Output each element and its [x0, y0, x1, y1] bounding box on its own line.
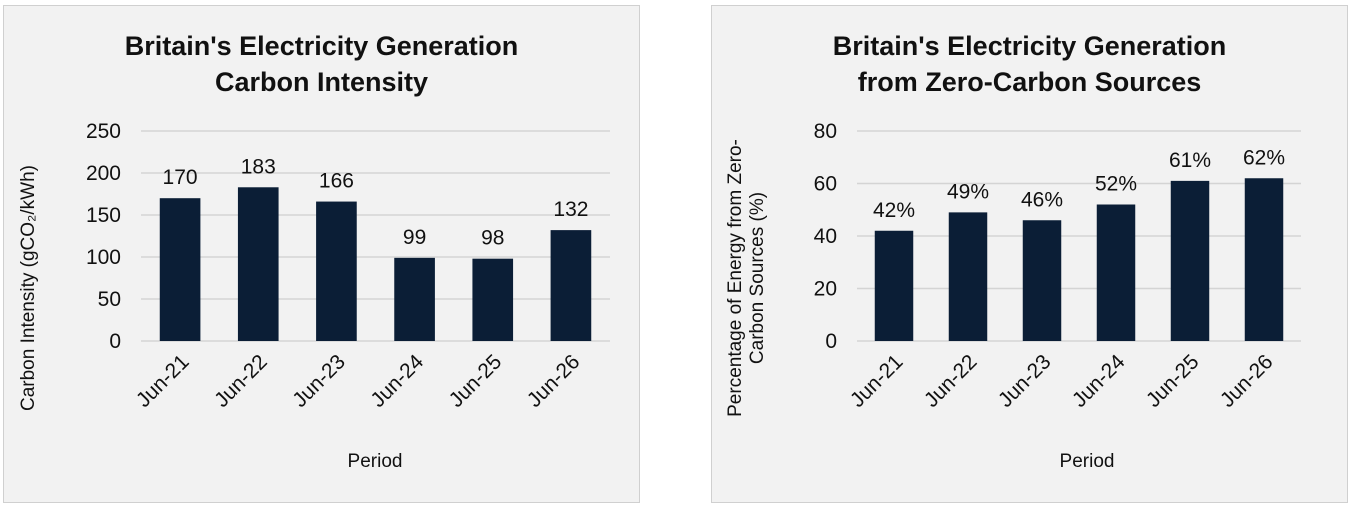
- y-axis-label-line: Carbon Sources (%): [747, 192, 768, 364]
- chart-title: Britain's Electricity Generation from Ze…: [712, 28, 1347, 100]
- data-label: 46%: [1021, 188, 1063, 211]
- chart-title-line-1: Britain's Electricity Generation: [832, 31, 1227, 61]
- chart-title-line-1: Britain's Electricity Generation: [124, 31, 519, 61]
- bar: [159, 198, 201, 341]
- y-tick-label: 200: [86, 162, 121, 185]
- bar: [1096, 204, 1136, 341]
- y-tick-label: 40: [814, 225, 837, 248]
- x-tick-label: Jun-24: [1068, 350, 1130, 412]
- x-tick-label: Jun-25: [445, 350, 507, 412]
- x-axis-label: Period: [1060, 451, 1115, 472]
- bar: [874, 230, 914, 341]
- data-label: 42%: [873, 199, 915, 222]
- zero-carbon-chart-panel: Britain's Electricity Generation from Ze…: [711, 5, 1348, 503]
- carbon-intensity-chart-panel: Britain's Electricity Generation Carbon …: [3, 5, 640, 503]
- x-tick-label: Jun-22: [920, 350, 982, 412]
- bar: [1244, 178, 1284, 341]
- bar: [394, 257, 435, 341]
- data-label: 49%: [947, 180, 989, 203]
- data-label: 170: [163, 166, 198, 189]
- data-label: 52%: [1095, 173, 1137, 196]
- y-tick-label: 150: [86, 204, 121, 227]
- y-tick-label: 250: [86, 120, 121, 143]
- bar: [237, 187, 279, 341]
- carbon-intensity-chart: 0 50 100 150 200 250 170 Jun-21 183 Jun-22 166 Jun-…: [18, 120, 610, 472]
- data-label: 132: [553, 198, 588, 221]
- x-tick-label: Jun-23: [288, 350, 350, 412]
- y-axis-label-line: Percentage of Energy from Zero-: [725, 139, 746, 417]
- bar: [1170, 180, 1210, 341]
- y-axis-label: Carbon Intensity (gCO₂/kWh): [18, 165, 39, 411]
- bar: [472, 258, 514, 341]
- data-label: 62%: [1243, 146, 1285, 169]
- x-tick-label: Jun-24: [366, 350, 428, 412]
- y-tick-label: 80: [814, 120, 837, 143]
- bar: [550, 230, 592, 341]
- y-tick-label: 20: [814, 278, 837, 301]
- x-tick-label: Jun-21: [132, 350, 194, 412]
- y-axis-label: Percentage of Energy from Zero-Carbon So…: [725, 139, 768, 417]
- x-tick-label: Jun-21: [846, 350, 908, 412]
- chart-title: Britain's Electricity Generation Carbon …: [4, 28, 639, 100]
- y-tick-label: 60: [814, 173, 837, 196]
- x-tick-label: Jun-26: [523, 350, 585, 412]
- x-tick-label: Jun-25: [1142, 350, 1204, 412]
- data-label: 166: [319, 170, 354, 193]
- x-tick-label: Jun-22: [210, 350, 272, 412]
- y-tick-label: 0: [825, 330, 837, 353]
- bar: [1022, 220, 1062, 341]
- y-tick-label: 100: [86, 246, 121, 269]
- y-tick-label: 0: [109, 330, 121, 353]
- chart-title-line-2: from Zero-Carbon Sources: [857, 67, 1202, 97]
- x-tick-label: Jun-23: [994, 350, 1056, 412]
- y-tick-label: 50: [98, 288, 121, 311]
- bar: [316, 201, 357, 341]
- chart-title-line-2: Carbon Intensity: [214, 67, 429, 97]
- x-axis-label: Period: [348, 451, 403, 472]
- data-label: 98: [481, 227, 504, 250]
- data-label: 183: [241, 155, 276, 178]
- zero-carbon-chart: 0 20 40 60 80 42% Jun-21 49% Jun-22 46% Jun-23 52% J…: [725, 120, 1301, 472]
- data-label: 61%: [1169, 149, 1211, 172]
- y-axis-label-line: Carbon Intensity (gCO₂/kWh): [18, 165, 39, 411]
- x-tick-label: Jun-26: [1216, 350, 1278, 412]
- data-label: 99: [403, 226, 426, 249]
- bar: [948, 212, 988, 341]
